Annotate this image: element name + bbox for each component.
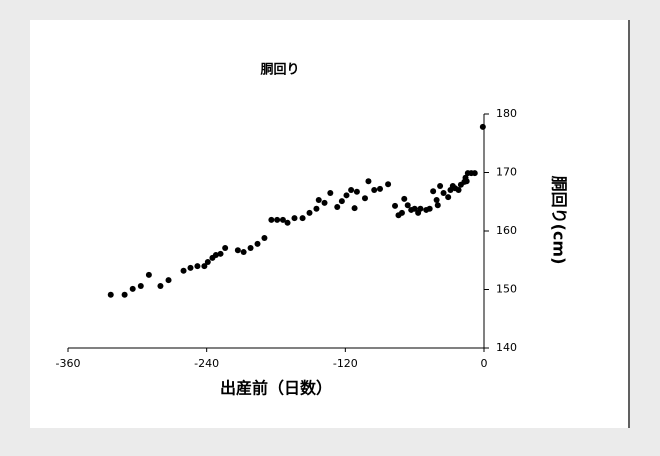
x-tick-label: -120	[333, 357, 358, 370]
point	[222, 244, 229, 251]
point	[455, 187, 462, 194]
point	[137, 282, 144, 289]
point	[299, 215, 306, 222]
point	[180, 267, 187, 274]
point	[417, 205, 424, 212]
y-tick-label: 150	[496, 283, 517, 296]
point	[440, 189, 447, 196]
point	[254, 240, 261, 247]
point	[343, 192, 350, 199]
point	[157, 282, 164, 289]
y-tick-label: 180	[496, 107, 517, 120]
point	[445, 194, 452, 201]
point	[306, 209, 313, 216]
point	[327, 189, 334, 196]
point	[377, 185, 383, 192]
point	[129, 285, 136, 292]
point	[361, 195, 368, 202]
point	[404, 202, 411, 209]
point	[437, 182, 444, 189]
point	[204, 259, 211, 266]
point	[348, 187, 355, 194]
point	[426, 205, 433, 212]
point	[401, 195, 408, 202]
point	[434, 202, 441, 209]
x-axis-label: 出産前（日数）	[220, 379, 332, 398]
y-tick-label: 140	[496, 341, 517, 354]
x-tick-label: -360	[56, 357, 81, 370]
x-tick-label: -240	[194, 357, 219, 370]
point	[353, 188, 360, 195]
point	[471, 170, 478, 177]
chart-title: 胴回り	[260, 63, 299, 78]
point	[315, 196, 322, 203]
point	[121, 291, 128, 298]
chart-card	[30, 20, 628, 428]
point	[217, 250, 224, 257]
point	[240, 249, 247, 256]
point	[107, 291, 114, 298]
point	[313, 205, 320, 212]
point	[385, 181, 392, 188]
point	[430, 188, 437, 195]
point	[411, 205, 418, 212]
x-tick-label: 0	[481, 357, 488, 370]
point	[247, 244, 254, 251]
point	[479, 123, 486, 130]
point	[268, 216, 275, 223]
point	[392, 202, 399, 209]
point	[463, 178, 470, 185]
point	[433, 196, 440, 203]
y-axis-label: 胴回り(cm)	[550, 176, 569, 265]
point	[284, 219, 291, 226]
y-tick-label: 160	[496, 224, 517, 237]
point	[365, 178, 372, 185]
point	[234, 247, 241, 254]
point	[212, 251, 219, 258]
point	[279, 216, 286, 223]
point	[274, 216, 281, 223]
point	[194, 263, 201, 270]
point	[351, 205, 358, 212]
point	[145, 271, 152, 278]
point	[334, 204, 341, 211]
point	[398, 209, 405, 216]
point	[338, 198, 345, 205]
point	[261, 235, 268, 242]
point	[165, 277, 172, 284]
point	[321, 199, 328, 206]
point	[291, 215, 298, 222]
y-tick-label: 170	[496, 166, 517, 179]
point	[201, 263, 208, 270]
point	[187, 264, 194, 271]
point	[371, 187, 378, 194]
